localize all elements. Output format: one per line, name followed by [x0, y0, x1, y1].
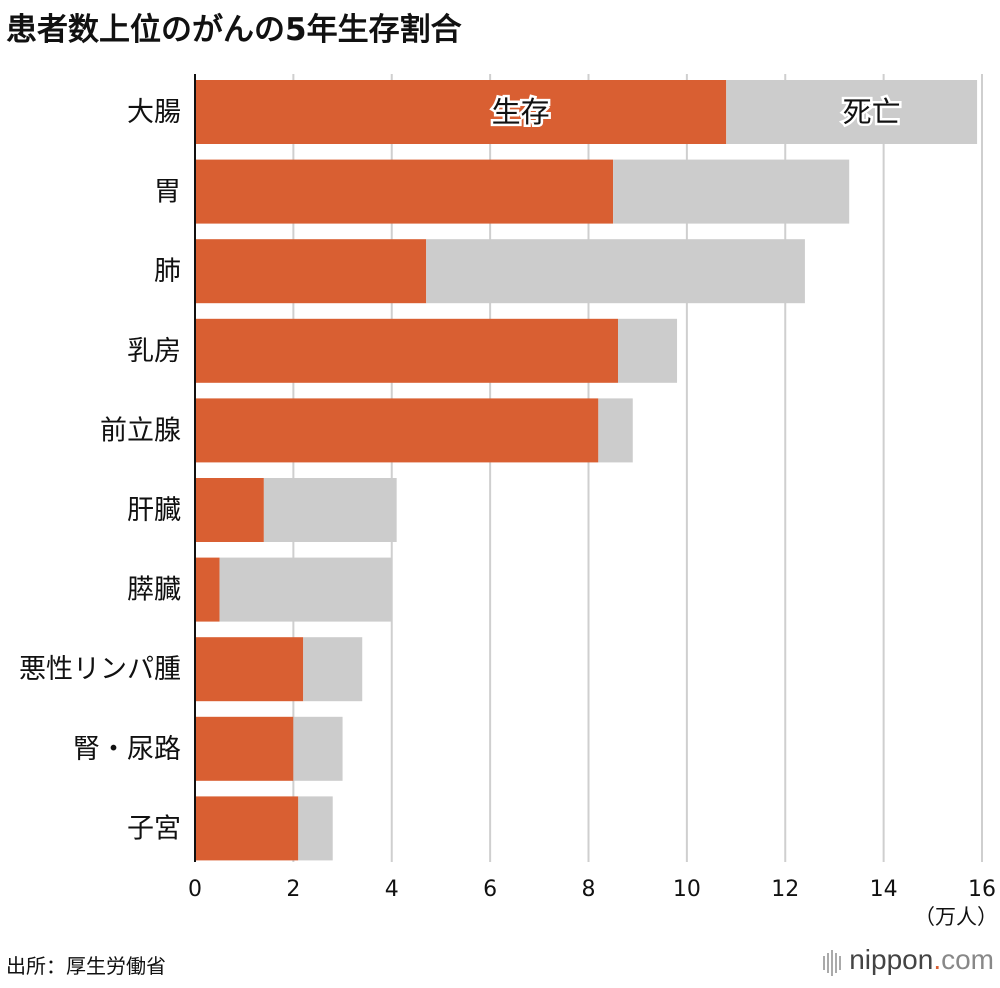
bar-survive	[195, 318, 619, 383]
chart-title: 患者数上位のがんの5年生存割合	[6, 12, 462, 48]
bar-death	[598, 398, 633, 463]
x-tick-label: 16	[968, 877, 996, 902]
bar-death	[426, 239, 805, 304]
category-label: 子宮	[127, 813, 181, 844]
logo-dot: .	[933, 944, 942, 975]
bar-death	[618, 318, 678, 383]
x-tick-label: 2	[286, 877, 300, 902]
bar-death	[613, 159, 850, 224]
bar-death	[726, 80, 978, 144]
category-label: 腎・尿路	[73, 734, 181, 765]
x-tick-label: 8	[582, 877, 596, 902]
bar-death	[219, 557, 392, 622]
bar-survive	[195, 478, 264, 542]
logo-name: nippon	[849, 944, 934, 975]
bar-survive	[195, 796, 299, 861]
x-axis-unit-label: （万人）	[914, 905, 998, 929]
category-label: 肝臓	[127, 495, 181, 526]
bar-survive	[195, 80, 727, 144]
bar-survive	[195, 159, 614, 224]
x-tick-label: 10	[673, 877, 701, 902]
category-label: 大腸	[127, 97, 181, 128]
category-label: 乳房	[127, 336, 181, 367]
category-label: 悪性リンパ腫	[19, 654, 181, 685]
source-note: 出所：厚生労働省	[6, 954, 166, 978]
bar-death	[298, 796, 333, 861]
bar-survive	[195, 239, 427, 304]
bar-death	[303, 637, 363, 702]
category-label: 膵臓	[127, 575, 181, 606]
bar-death	[263, 478, 397, 542]
x-tick-label: 14	[870, 877, 898, 902]
bar-death	[293, 716, 343, 781]
x-tick-label: 4	[385, 877, 399, 902]
legend-death-label: 死亡	[843, 95, 901, 129]
bar-survive	[195, 637, 304, 702]
category-label: 肺	[154, 256, 181, 287]
x-tick-label: 0	[188, 877, 202, 902]
inline-legend: 生存 死亡	[489, 93, 903, 132]
nippon-logo: nippon.com	[823, 944, 994, 978]
bar-group	[195, 80, 978, 861]
bar-survive	[195, 398, 599, 463]
bar-survive	[195, 557, 220, 622]
category-label: 胃	[154, 177, 181, 208]
bar-survive	[195, 716, 294, 781]
category-label: 前立腺	[100, 415, 181, 446]
logo-bars-icon	[823, 946, 843, 978]
x-tick-label: 6	[483, 877, 497, 902]
x-tick-labels: 0 2 4 6 8 10 12 14 16	[188, 877, 996, 902]
legend-survive-label: 生存	[492, 95, 550, 129]
logo-tld: com	[941, 944, 994, 975]
x-tick-label: 12	[771, 877, 799, 902]
